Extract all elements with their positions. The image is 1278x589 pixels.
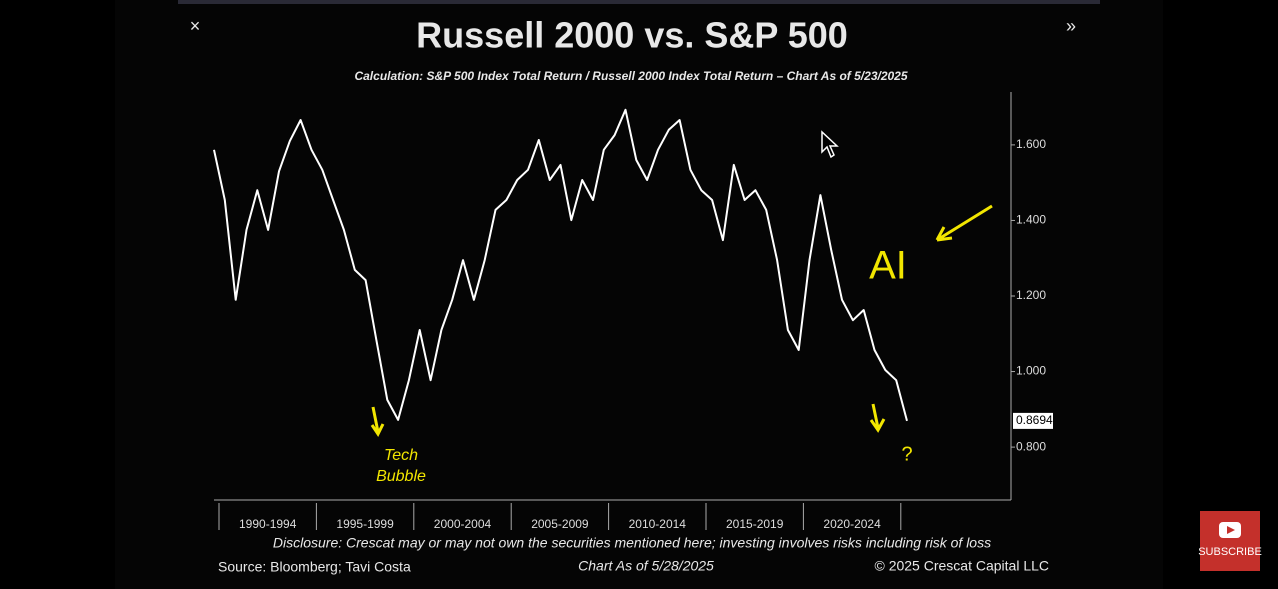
annotation-ai: AI — [869, 244, 907, 288]
y-tick-label: 0.800 — [1016, 439, 1046, 453]
player-backdrop — [115, 0, 1163, 589]
subscribe-button[interactable] — [1200, 511, 1260, 571]
mouse-cursor — [821, 130, 839, 159]
last-value-badge — [1013, 412, 1053, 429]
x-tick-label: 2020-2024 — [823, 517, 881, 531]
arrow — [869, 403, 886, 433]
x-tick-label: 2005-2009 — [531, 517, 589, 531]
annotation-tech: Tech — [384, 447, 418, 464]
play-icon — [1227, 526, 1235, 534]
top-bar — [178, 0, 1100, 4]
annotation-bubble: Bubble — [376, 468, 426, 485]
expand-button[interactable]: » — [1066, 16, 1076, 36]
chart-title: Russell 2000 vs. S&P 500 — [416, 15, 848, 56]
subscribe-label[interactable]: SUBSCRIBE — [1198, 546, 1262, 558]
x-tick-label: 1990-1994 — [239, 517, 297, 531]
arrow — [370, 406, 385, 437]
x-tick-label: 2000-2004 — [434, 517, 492, 531]
disclosure: Disclosure: Crescat may or may not own t… — [273, 535, 991, 551]
last-value-label: 0.8694 — [1016, 413, 1053, 427]
annotation-question: ? — [901, 443, 912, 465]
close-button[interactable]: × — [190, 16, 201, 36]
y-tick-label: 1.400 — [1016, 213, 1046, 227]
chart-date: Chart As of 5/28/2025 — [578, 558, 714, 574]
x-tick-label: 2015-2019 — [726, 517, 784, 531]
arrow — [935, 204, 993, 242]
y-tick-label: 1.000 — [1016, 364, 1046, 378]
data-line — [213, 108, 908, 422]
copyright: © 2025 Crescat Capital LLC — [874, 558, 1049, 574]
chart-subtitle: Calculation: S&P 500 Index Total Return … — [354, 69, 907, 83]
y-tick-label: 1.600 — [1016, 137, 1046, 151]
y-tick-label: 1.200 — [1016, 288, 1046, 302]
source: Source: Bloomberg; Tavi Costa — [218, 559, 411, 575]
x-tick-label: 1995-1999 — [336, 517, 394, 531]
x-tick-label: 2010-2014 — [629, 517, 687, 531]
